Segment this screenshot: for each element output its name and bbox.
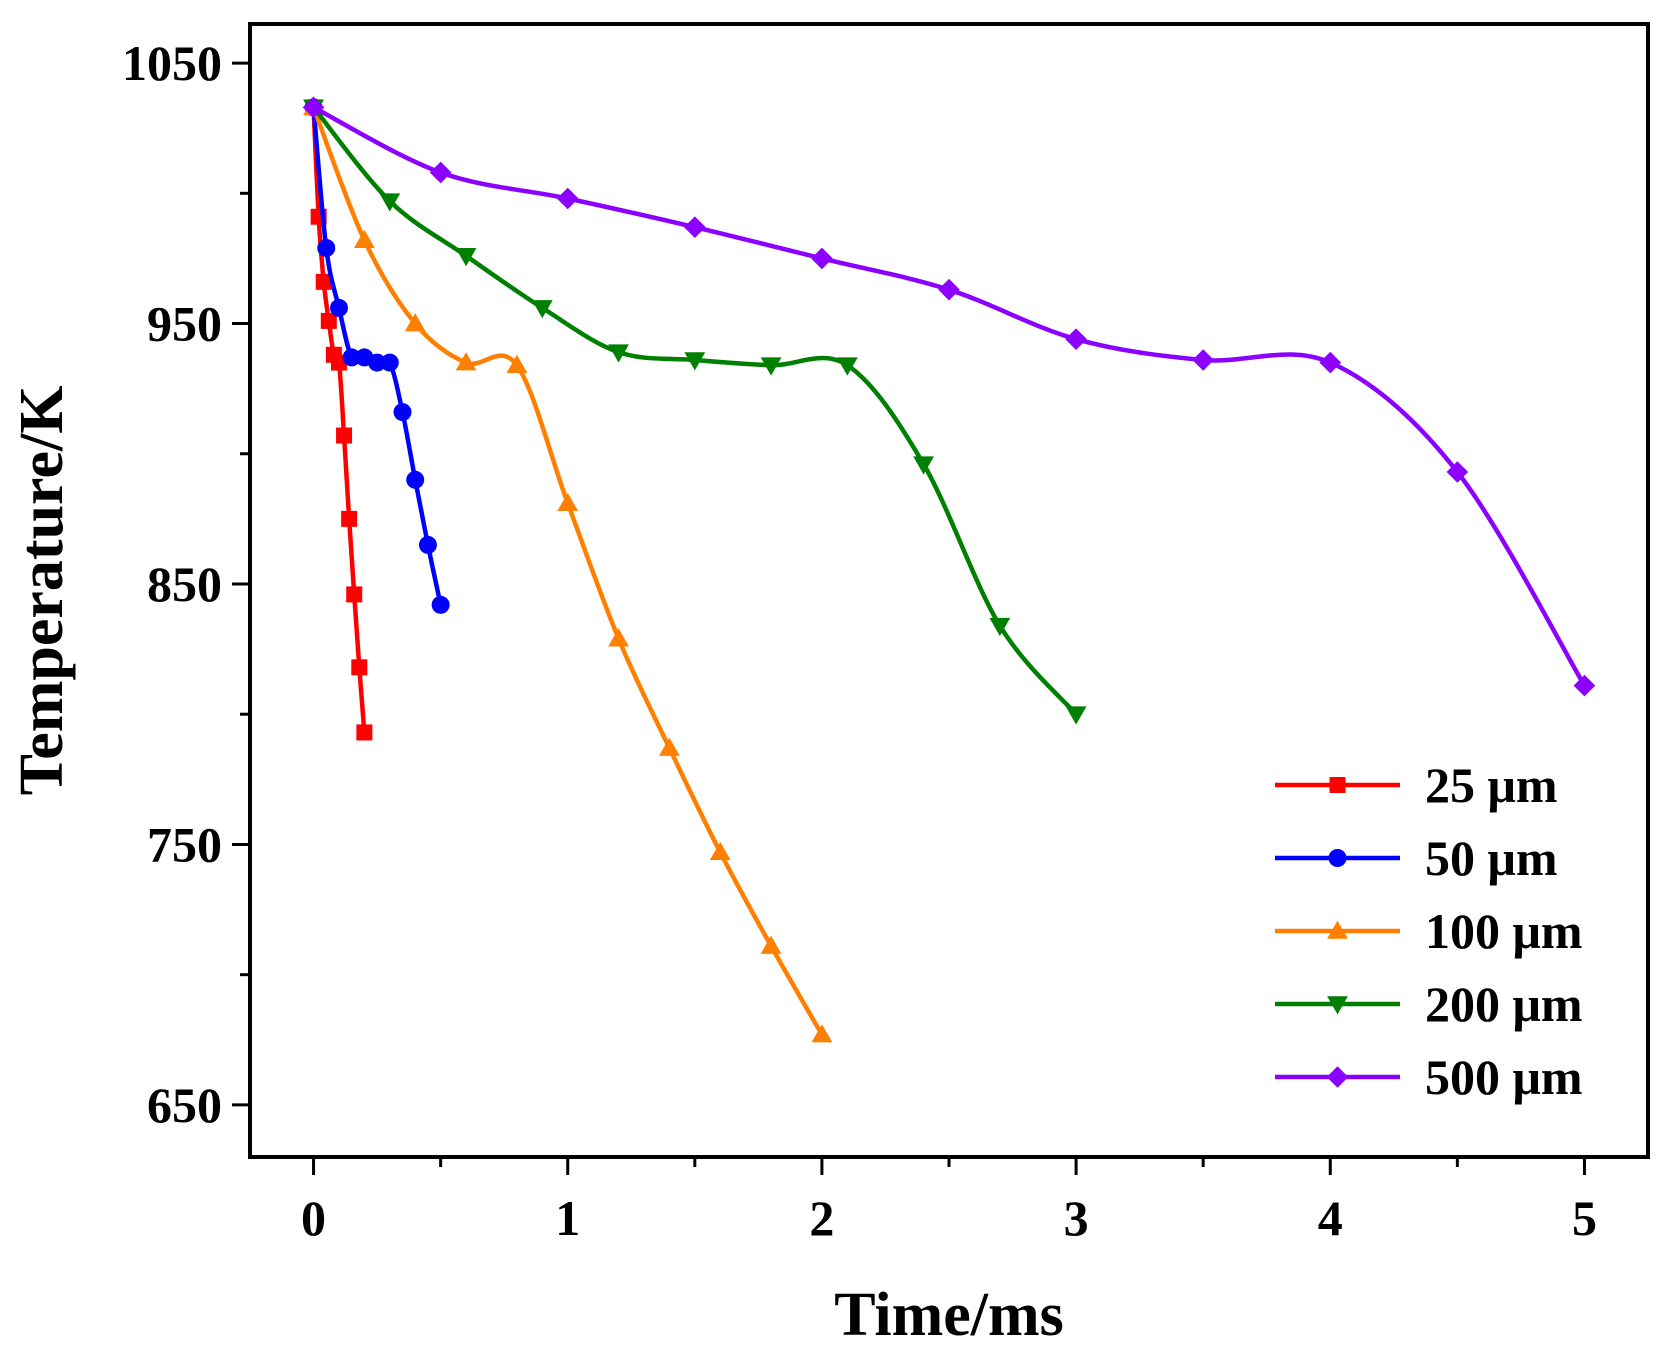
x-tick-label: 4 xyxy=(1318,1190,1343,1246)
y-tick-label: 1050 xyxy=(122,35,222,91)
y-tick-label: 650 xyxy=(147,1077,222,1133)
data-point xyxy=(557,492,579,512)
data-point xyxy=(380,353,399,372)
legend-swatch-marker xyxy=(1326,1066,1349,1088)
data-series xyxy=(302,96,1596,1043)
legend-label: 100 μm xyxy=(1425,903,1583,959)
data-point xyxy=(302,96,325,119)
data-point xyxy=(353,229,375,248)
data-point xyxy=(320,312,337,329)
data-point xyxy=(811,1024,833,1043)
data-point xyxy=(989,617,1011,637)
legend-swatch-marker xyxy=(1327,920,1348,939)
series-3 xyxy=(303,99,1087,725)
y-tick-label: 850 xyxy=(147,556,222,612)
y-axis-title: Temperature/K xyxy=(8,386,76,796)
legend-item: 500 μm xyxy=(1275,1049,1583,1105)
data-point xyxy=(1319,351,1342,374)
data-point xyxy=(1446,461,1469,483)
series-line xyxy=(311,105,1079,717)
data-point xyxy=(608,344,629,363)
legend-label: 50 μm xyxy=(1425,830,1558,886)
series-2 xyxy=(303,96,833,1043)
x-tick-label: 3 xyxy=(1064,1190,1089,1246)
legend-item: 50 μm xyxy=(1275,830,1558,886)
data-point xyxy=(404,313,426,332)
data-point xyxy=(938,278,960,301)
data-point xyxy=(346,586,363,603)
data-point xyxy=(684,216,706,238)
y-tick-label: 950 xyxy=(147,296,222,352)
data-point xyxy=(684,352,706,371)
data-point xyxy=(341,510,358,527)
data-point xyxy=(329,298,348,317)
data-point xyxy=(393,403,412,422)
data-point xyxy=(760,935,782,954)
legend-label: 500 μm xyxy=(1425,1049,1583,1105)
series-line xyxy=(311,105,825,1037)
data-point xyxy=(1192,349,1214,371)
series-line xyxy=(311,105,1587,688)
data-point xyxy=(315,273,332,290)
data-point xyxy=(342,348,361,367)
axes: 0 1 2 3 4 5 650 750 850 950 1050 xyxy=(122,35,1597,1246)
data-point xyxy=(317,238,336,257)
legend: 25 μm 50 μm 100 μm 200 μm 500 μm xyxy=(1275,757,1583,1105)
plot-frame xyxy=(248,22,1650,1159)
legend-label: 200 μm xyxy=(1425,976,1583,1032)
data-point xyxy=(455,248,477,267)
x-tick-label: 2 xyxy=(809,1190,834,1246)
legend-item: 200 μm xyxy=(1275,976,1583,1032)
data-point xyxy=(406,470,425,489)
legend-swatch-marker xyxy=(1327,996,1348,1015)
x-axis-title: Time/ms xyxy=(834,1281,1064,1349)
data-point xyxy=(556,187,579,210)
series-4 xyxy=(302,96,1596,697)
data-point xyxy=(506,354,528,374)
x-tick-label: 1 xyxy=(555,1190,580,1246)
x-tick-label: 5 xyxy=(1572,1190,1597,1246)
legend-item: 100 μm xyxy=(1275,903,1583,959)
data-point xyxy=(356,724,373,741)
data-point xyxy=(1065,706,1087,725)
data-point xyxy=(379,193,401,212)
data-point xyxy=(418,535,437,554)
data-point xyxy=(760,357,782,376)
data-point xyxy=(368,353,387,372)
data-point xyxy=(659,737,680,756)
data-point xyxy=(811,247,833,270)
legend-label: 25 μm xyxy=(1425,757,1558,813)
x-tick-label: 0 xyxy=(301,1190,326,1246)
legend-swatch-marker xyxy=(1329,777,1346,793)
data-point xyxy=(336,427,353,444)
legend-swatch-marker xyxy=(1328,849,1347,867)
legend-item: 25 μm xyxy=(1275,757,1558,813)
data-point xyxy=(1573,674,1596,697)
data-point xyxy=(836,357,858,376)
data-point xyxy=(709,841,731,861)
data-point xyxy=(351,659,368,676)
data-point xyxy=(913,456,934,475)
data-point xyxy=(429,161,452,184)
data-point xyxy=(531,300,553,319)
data-point xyxy=(1065,328,1087,350)
data-point xyxy=(431,595,450,614)
data-point xyxy=(455,352,477,371)
series-0 xyxy=(305,99,373,741)
y-tick-label: 750 xyxy=(147,816,222,872)
data-point xyxy=(608,628,629,647)
